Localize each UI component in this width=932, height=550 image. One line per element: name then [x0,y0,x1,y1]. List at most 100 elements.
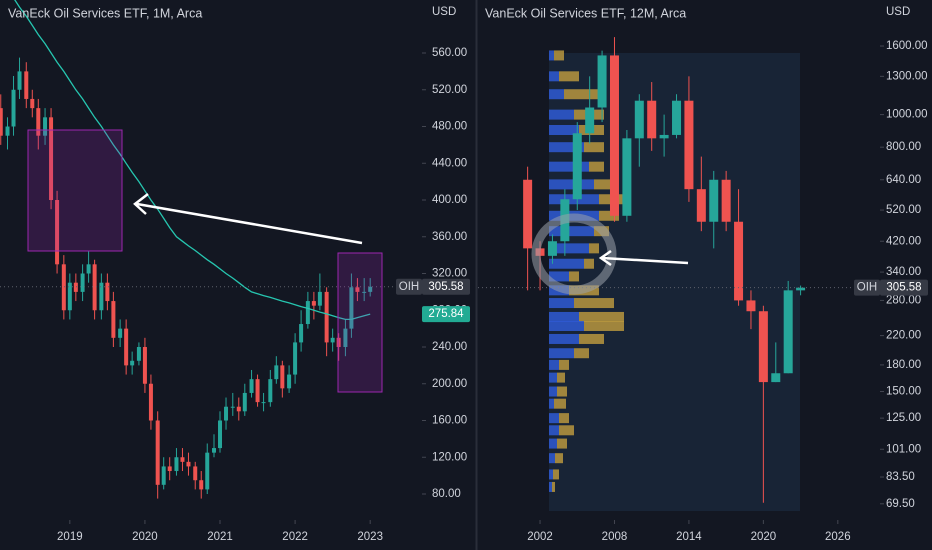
volume-bar [554,398,566,409]
candle-body [609,55,619,216]
y-tick-label: 220.00 [886,330,921,342]
y-tick-label: 125.00 [886,412,921,424]
candle-body [349,287,354,329]
y-tick-label: 120.00 [432,451,467,463]
volume-bar [552,481,555,492]
symbol-tag-label: OIH [399,281,419,293]
candle-body [709,179,719,222]
y-tick-label: 1300.00 [886,70,928,82]
y-tick-label: 69.50 [886,498,915,510]
volume-bar [554,50,564,61]
volume-bar [549,71,559,82]
candle-body [49,117,54,201]
chart-title: VanEck Oil Services ETF, 1M, Arca [8,6,202,20]
x-tick-label: 2021 [207,531,233,543]
x-tick-label: 2002 [527,531,553,543]
candle-body [99,282,104,311]
y-tick-label: 440.00 [432,157,467,169]
volume-bar [549,333,579,344]
candle-body [585,107,595,134]
candle-body [336,337,341,348]
y-tick-label: 1000.00 [886,109,928,121]
symbol-tag [396,278,422,295]
volume-bar [569,271,579,282]
candle-body [249,379,254,393]
arrow-head [598,249,612,267]
candle-body [61,264,66,311]
y-tick-label: 420.00 [886,235,921,247]
y-tick-label: 80.00 [432,488,461,500]
volume-bar [559,71,579,82]
y-tick-label: 280.00 [886,294,921,306]
candle-body [148,383,153,421]
price-tag-label: 305.58 [886,282,921,294]
volume-bar [559,359,569,370]
candle-body [180,457,185,462]
annotations [27,129,689,393]
candle-body [142,347,147,384]
y-tick-label: 360.00 [432,231,467,243]
candle-body [771,373,781,383]
candle-body [36,108,41,136]
candle-body [330,337,335,343]
candle-body [11,89,16,127]
price-tag [422,306,470,323]
candle-body [111,301,116,338]
candle-body [224,406,229,421]
candle-body [80,273,85,292]
y-tick-label: 520.00 [886,204,921,216]
volume-bar [549,320,584,331]
candle-body [92,264,97,311]
candle-body [311,301,316,306]
y-tick-label: 1600.00 [886,40,928,52]
volume-bar [549,243,589,254]
volume-bar [599,210,619,221]
candle-body [199,480,204,490]
volume-bar [574,298,614,309]
y-tick-label: 160.00 [432,415,467,427]
candle-body [5,126,10,136]
y-tick-label: 800.00 [886,141,921,153]
x-tick-label: 2019 [57,531,83,543]
candle-body [280,365,285,389]
candle-body [161,466,166,485]
candle-body [684,100,694,190]
volume-bar [557,372,565,383]
price-tag [880,279,928,296]
volume-bar [549,271,569,282]
candle-body [193,466,198,481]
volume-bar [574,348,589,359]
y-tick-label: 320.00 [432,268,467,280]
y-tick-label: 340.00 [886,266,921,278]
axis-label: USD [432,6,456,18]
volume-bar [549,469,553,480]
volume-bar [549,386,557,397]
candle-body [343,328,348,348]
volume-bar [553,469,559,480]
volume-bar [564,89,599,100]
x-tick-label: 2008 [602,531,628,543]
candle-body [317,291,322,306]
axis-label: USD [886,6,910,18]
volume-bar [549,109,574,120]
plot-left [0,0,422,499]
candle-body [212,448,217,453]
candle-body [55,200,60,265]
candle-body [236,406,241,412]
price-tag-label: 275.84 [428,308,464,320]
volume-bar [589,243,599,254]
candle-body [242,392,247,412]
candle-body [73,282,78,292]
candle-body [230,406,235,408]
volume-bar [589,161,604,172]
volume-bar [549,142,584,153]
candle-body [324,291,329,343]
candle-body [547,241,557,256]
candle-body [796,287,806,291]
candle-body [155,420,160,485]
candle-body [30,98,35,109]
x-tick-label: 2023 [357,531,383,543]
moving-average [14,0,371,321]
volume-bar [555,453,563,464]
